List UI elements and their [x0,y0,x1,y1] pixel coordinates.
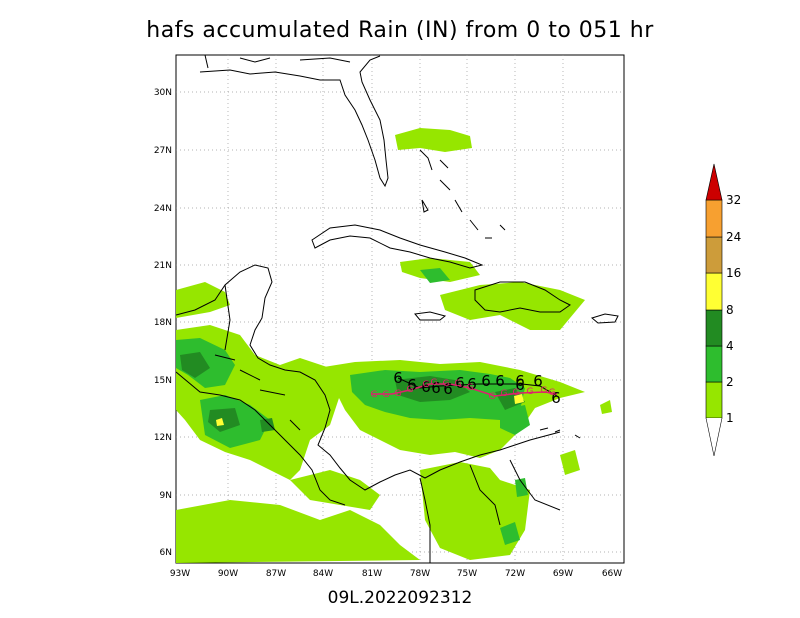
colorbar-swatch-1 [705,381,723,419]
colorbar-swatch-3 [705,309,723,347]
colorbar-lower-tail [705,417,723,457]
lat-tick-label: 30N [154,88,172,98]
lon-tick-label: 87W [266,569,286,579]
lat-tick-label: 27N [154,146,172,156]
track-marker-model: G [423,380,430,390]
colorbar-upper-arrow [705,163,723,201]
rain-shading-dark [180,352,525,432]
colorbar-label: 2 [726,375,734,389]
track-marker-black: 6 [431,379,441,397]
storm-id-label: 09L.2022092312 [327,588,473,608]
track-marker-model: G [489,392,496,402]
lon-tick-label: 90W [218,569,238,579]
track-marker-model: G [371,390,378,400]
track-marker-black: 6 [421,378,431,396]
lat-tick-label: 18N [154,318,172,328]
colorbar-label: 24 [726,230,741,244]
colorbar-label: 8 [726,303,734,317]
lon-tick-label: 84W [313,569,333,579]
track-marker-model: G [527,387,534,397]
track-marker-model: G [455,379,462,389]
track-marker-black: 6 [455,374,465,392]
colorbar-swatch-4 [705,272,723,311]
track-marker-black: 6 [515,372,525,390]
track-marker-model: G [431,378,438,388]
track-marker-black: 6 [495,372,505,390]
track-marker-model: G [549,388,556,398]
track-marker-black: 6 [467,375,477,393]
colorbar-swatch-5 [705,236,723,274]
lat-tick-label: 24N [154,204,172,214]
lat-tick-label: 9N [160,491,172,501]
track-line-model [372,383,558,397]
track-marker-black: 6 [443,380,453,398]
track-marker-black: 6 [515,376,525,394]
lon-tick-label: 69W [553,569,573,579]
colorbar-swatch-2 [705,345,723,383]
track-marker-model: G [443,379,450,389]
track-marker-model: G [395,389,402,399]
lat-tick-label: 15N [154,376,172,386]
lat-tick-label: 21N [154,261,172,271]
lon-tick-label: 81W [362,569,382,579]
lat-tick-label: 12N [154,433,172,443]
track-markers-model: G G G G G G G G GG G G G G G [371,378,556,402]
track-marker-black: 6 [393,369,403,387]
lon-tick-label: 72W [505,569,525,579]
track-marker-model: G [383,390,390,400]
rain-shading-yellow [216,394,524,426]
coastlines [176,55,619,563]
lon-tick-labels: 93W 90W 87W 84W 81W 78W 75W 72W 69W 66W [170,569,622,579]
track-marker-black: 6 [407,376,417,394]
colorbar: 1 2 4 8 16 24 32 [705,163,741,457]
map-title: hafs accumulated Rain (IN) from 0 to 051… [146,18,654,43]
track-marker-black: 6 [551,389,561,407]
lon-tick-label: 75W [457,569,477,579]
track-marker-model: G [467,383,474,393]
lat-tick-labels: 30N 27N 24N 21N 18N 15N 12N 9N 6N [154,88,172,558]
colorbar-label: 16 [726,266,741,280]
colorbar-label: 4 [726,339,734,353]
track-marker-model: G [541,386,548,396]
track-marker-black: 6 [533,372,543,390]
colorbar-label: 1 [726,411,734,425]
track-marker-model: G [513,388,520,398]
lat-tick-label: 6N [160,548,172,558]
track-marker-model: G [501,389,508,399]
track-line-black [397,377,558,397]
lon-tick-label: 66W [602,569,622,579]
lon-tick-label: 93W [170,569,190,579]
track-marker-black: 6 [481,372,491,390]
colorbar-swatch-6 [705,199,723,238]
track-marker-model: G [407,385,414,395]
colorbar-label: 32 [726,193,741,207]
lon-tick-label: 78W [410,569,430,579]
